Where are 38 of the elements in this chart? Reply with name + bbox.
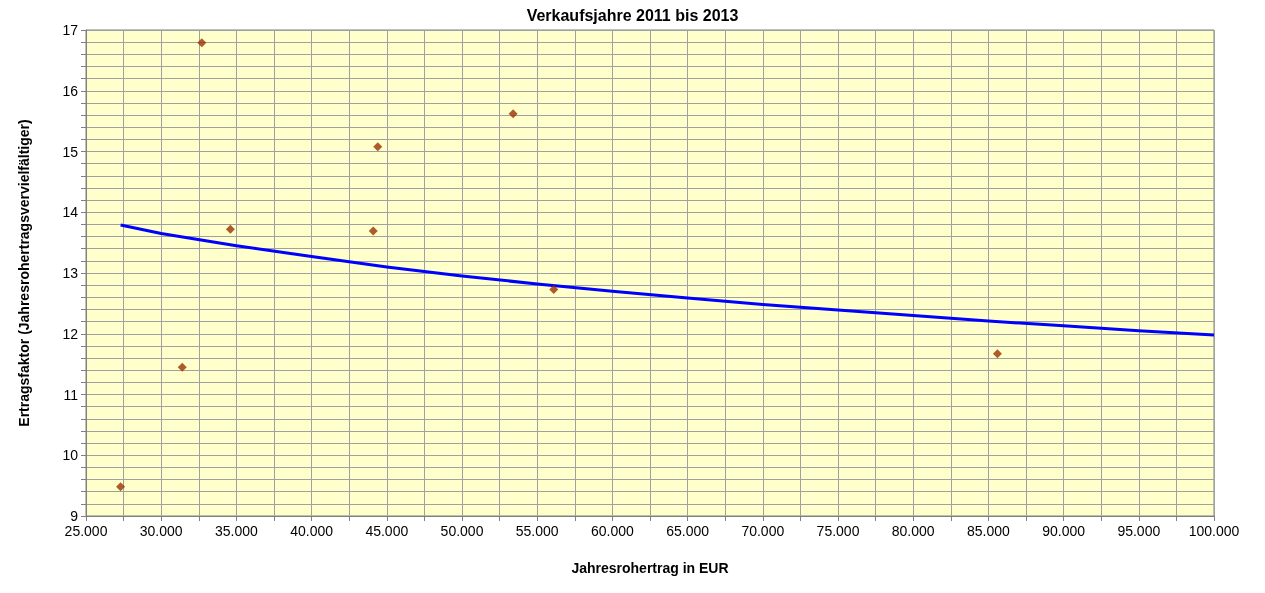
chart-title: Verkaufsjahre 2011 bis 2013 [526, 6, 739, 24]
x-tick-label: 90.000 [1042, 523, 1086, 539]
x-tick-label: 45.000 [365, 523, 409, 539]
x-tick-label: 40.000 [290, 523, 334, 539]
x-tick-label: 85.000 [966, 523, 1011, 539]
point [992, 349, 1002, 359]
y-tick-label: 15 [62, 143, 79, 160]
y-axis-title: Ertragsfaktor (Jahresrohertragsvervielfältiger) [16, 119, 32, 427]
x-axis-title: Jahresrohertrag in EUR [571, 560, 729, 576]
point [225, 224, 235, 234]
y-tick-label: 16 [62, 82, 79, 99]
point [197, 38, 207, 48]
y-tick-label: 11 [63, 386, 79, 403]
x-tick-label: 75.000 [816, 523, 860, 539]
x-tick-label: 35.000 [214, 523, 259, 539]
x-tick-label: 25.000 [64, 523, 108, 539]
x-tick-label: 55.000 [515, 523, 559, 539]
x-tick-label: 65.000 [666, 523, 710, 539]
point [508, 109, 518, 119]
x-tick-label: 60.000 [590, 523, 635, 539]
x-tick-label: 70.000 [741, 523, 785, 539]
x-tick-label: 95.000 [1117, 523, 1161, 539]
point [177, 362, 187, 372]
x-tick-label: 80.000 [891, 523, 935, 539]
x-tick-label: 30.000 [139, 523, 183, 539]
y-tick-label: 13 [62, 265, 79, 281]
point [368, 226, 378, 236]
y-tick-label: 12 [62, 325, 79, 342]
point [373, 142, 383, 152]
point [116, 482, 126, 492]
y-tick-label: 10 [62, 447, 79, 464]
point [549, 284, 559, 294]
y-tick-label: 9 [70, 508, 79, 524]
x-tick-label: 100.000 [1188, 523, 1240, 539]
line-series [119, 223, 1216, 337]
y-tick-label: 17 [62, 22, 79, 38]
y-tick-label: 14 [62, 204, 79, 221]
x-tick-label: 50.000 [440, 523, 484, 539]
